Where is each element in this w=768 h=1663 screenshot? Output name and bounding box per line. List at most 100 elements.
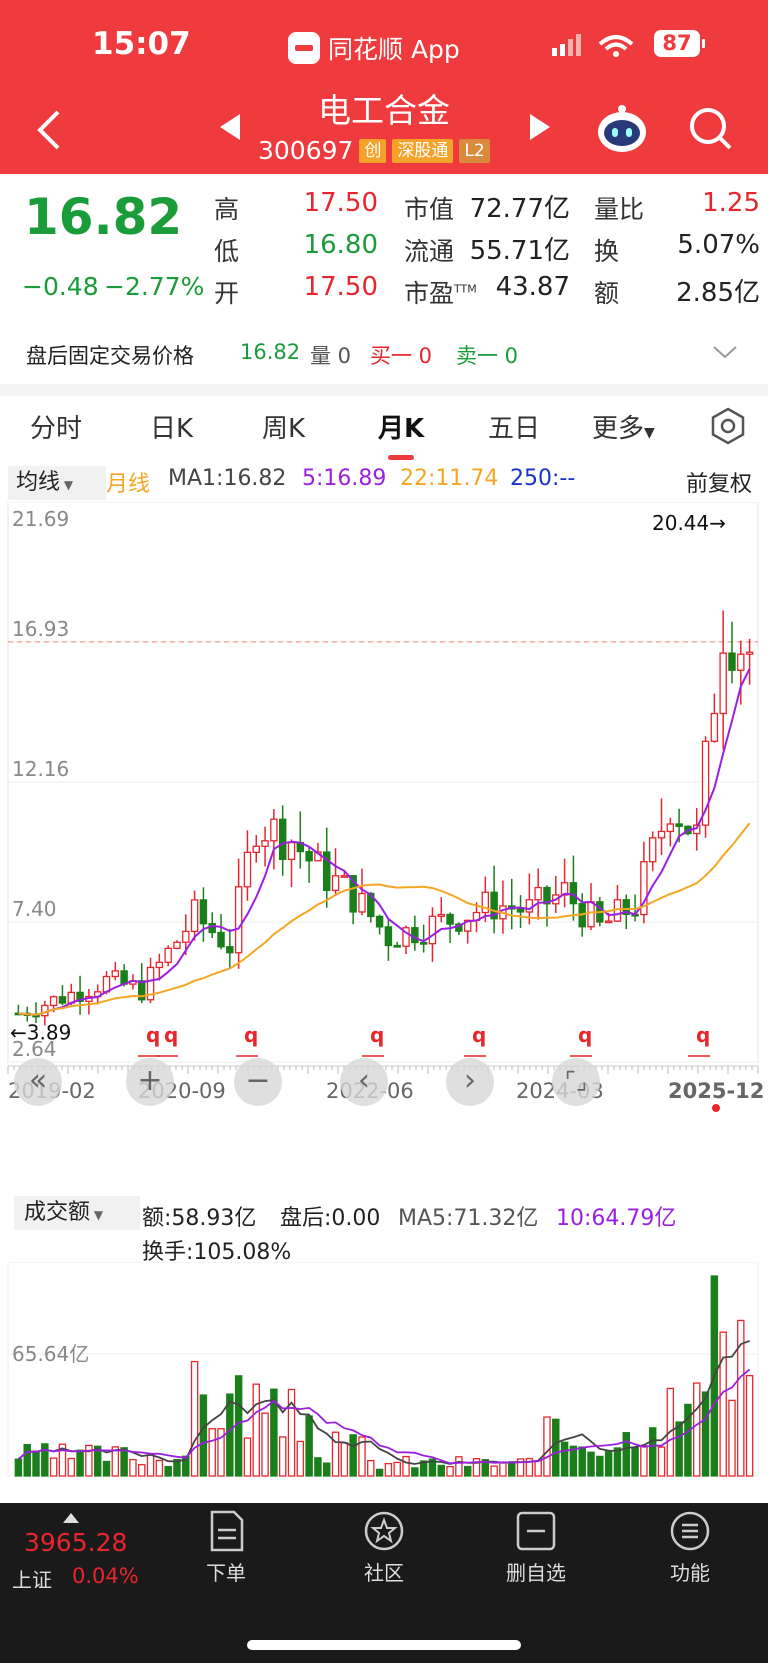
volume-bar [560, 1441, 569, 1477]
signal-wifi-icon [552, 34, 634, 57]
tag-chuang: 创 [359, 138, 387, 163]
candle-body [411, 927, 419, 944]
candle-body [640, 861, 648, 916]
candle-body [516, 908, 525, 913]
app-name-label: 同花顺 App [328, 35, 460, 64]
volume-bar [199, 1394, 208, 1477]
tab-weekly-k[interactable]: 周K [262, 414, 306, 444]
volume-bar [164, 1465, 172, 1477]
volume-ma5-line [17, 1340, 750, 1465]
volume-bar [472, 1458, 481, 1477]
candle-body [49, 996, 58, 1007]
value-pe: 43.87 [495, 272, 570, 302]
nav-remove-watch[interactable]: 删自选 [486, 1510, 586, 1586]
event-marker: q [472, 1023, 486, 1047]
price-change: −0.48 [22, 272, 99, 301]
volume-bar [657, 1446, 666, 1477]
volume-chart[interactable] [0, 1262, 768, 1482]
prev-stock-icon[interactable] [218, 112, 242, 142]
search-icon[interactable] [688, 106, 734, 152]
index-value[interactable]: 3965.28 [24, 1528, 128, 1557]
volume-bar [587, 1451, 595, 1477]
candle-body [349, 875, 357, 913]
bottom-nav [0, 1503, 768, 1663]
ma22-line [18, 822, 751, 1016]
app-name: 同花顺 App [288, 30, 460, 66]
volume-bar [208, 1428, 216, 1477]
volume-bar [684, 1403, 692, 1477]
zoom-in-button[interactable]: + [126, 1058, 174, 1106]
tab-monthly-k[interactable]: 月K [378, 414, 425, 444]
back-arrow-icon[interactable] [34, 108, 64, 152]
volume-bar [613, 1447, 622, 1477]
volume-bar [596, 1455, 604, 1477]
volume-bar [428, 1458, 437, 1477]
value-turnover: 5.07% [677, 230, 760, 260]
nav-functions-label: 功能 [670, 1561, 710, 1585]
tab-fenshi[interactable]: 分时 [30, 414, 83, 444]
candle-body [375, 915, 384, 928]
volume-bar [146, 1454, 155, 1477]
zoom-out-button[interactable]: − [234, 1058, 282, 1106]
volume-bar [455, 1456, 463, 1477]
active-tab-indicator [388, 455, 414, 460]
y-tick-label: 2.64 [12, 1037, 57, 1061]
top-header: 15:07 同花顺 App 87 电工合金 300697 创 深股通 L2 [0, 0, 768, 174]
nav-community[interactable]: 社区 [334, 1510, 434, 1586]
volume-bar [173, 1458, 181, 1477]
high-annotation: 20.44→ [652, 511, 726, 535]
candle-body [490, 891, 498, 920]
volume-bar [499, 1462, 507, 1477]
indicator-select[interactable]: 均线 ▼ [8, 466, 106, 500]
adjust-mode[interactable]: 前复权 [686, 472, 753, 497]
nav-order[interactable]: 下单 [176, 1510, 276, 1586]
stock-code: 300697 [258, 136, 354, 165]
scroll-left-fast-button[interactable]: « [14, 1058, 62, 1106]
candle-body [657, 830, 666, 839]
volume-bar [32, 1450, 40, 1477]
robot-assistant-icon[interactable] [596, 104, 648, 156]
candle-body [340, 875, 349, 878]
volume-bar [481, 1459, 490, 1477]
tab-more[interactable]: 更多▼ [592, 408, 655, 445]
volume-bar [367, 1459, 375, 1477]
chevron-down-icon[interactable] [712, 344, 738, 360]
candle-body [243, 851, 252, 888]
fullscreen-button[interactable]: ⌜⌟ [552, 1058, 600, 1106]
tab-five-day[interactable]: 五日 [488, 414, 541, 444]
volume-bar [102, 1460, 111, 1477]
stock-name: 电工合金 [318, 91, 450, 130]
ma5-line [18, 668, 751, 1016]
volume-bar [737, 1319, 745, 1477]
nav-remove-watch-label: 删自选 [506, 1561, 566, 1585]
after-hours-row[interactable]: 盘后固定交易价格 16.82 量 0 买一 0 卖一 0 [0, 318, 768, 385]
candle-body [190, 899, 199, 933]
chart-settings-icon[interactable] [708, 406, 748, 446]
next-stock-icon[interactable] [528, 112, 552, 142]
scroll-left-button[interactable]: ‹ [340, 1058, 388, 1106]
tag-l2: L2 [459, 138, 490, 163]
candle-body [41, 1004, 49, 1017]
candle-body [234, 886, 243, 954]
candle-body [270, 818, 278, 842]
label-amount: 额 [594, 279, 620, 308]
volume-bar [393, 1461, 401, 1477]
tab-daily-k[interactable]: 日K [150, 414, 194, 444]
scroll-right-button[interactable]: › [446, 1058, 494, 1106]
volume-bar [728, 1399, 736, 1477]
volume-bar [719, 1331, 727, 1477]
tag-sgt: 深股通 [392, 138, 454, 163]
volume-select[interactable]: 成交额 ▼ [14, 1196, 140, 1230]
volume-bar [296, 1440, 305, 1477]
caret-down-icon: ▼ [644, 425, 655, 441]
volume-bar [745, 1374, 754, 1477]
event-marker: q [370, 1023, 384, 1047]
candle-body [155, 961, 164, 969]
volume-bar [155, 1459, 164, 1477]
label-pe: 市盈TTM [404, 274, 477, 310]
after-hours-price: 16.82 [240, 340, 301, 364]
volume-bar [261, 1412, 269, 1477]
nav-functions[interactable]: 功能 [640, 1510, 740, 1586]
candle-body [666, 823, 675, 833]
